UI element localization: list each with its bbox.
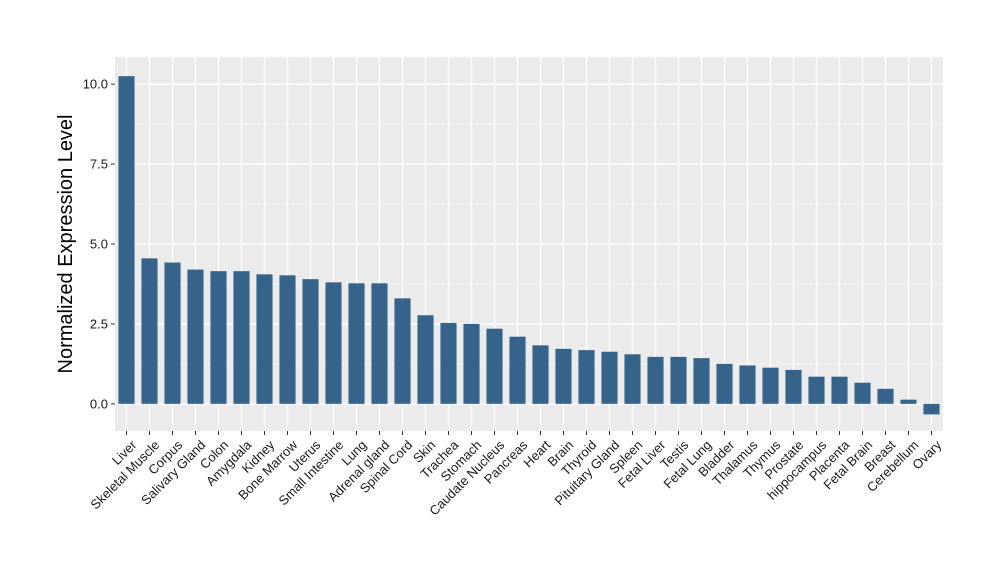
bar bbox=[785, 369, 802, 404]
bar bbox=[417, 315, 434, 404]
y-tick-label: 10.0 bbox=[83, 77, 108, 92]
bar bbox=[187, 269, 204, 404]
bar bbox=[808, 376, 825, 404]
y-tick-label: 2.5 bbox=[90, 316, 108, 331]
bar bbox=[325, 282, 342, 404]
bar bbox=[877, 388, 894, 404]
bars bbox=[118, 76, 940, 415]
bar bbox=[716, 363, 733, 404]
bar bbox=[578, 350, 595, 404]
bar bbox=[164, 262, 181, 404]
bar bbox=[486, 328, 503, 404]
bar bbox=[532, 345, 549, 404]
bar bbox=[302, 279, 319, 404]
bar bbox=[509, 336, 526, 404]
y-tick-label: 0.0 bbox=[90, 396, 108, 411]
bar bbox=[348, 283, 365, 404]
bar bbox=[118, 76, 135, 404]
bar bbox=[854, 382, 871, 404]
bar bbox=[900, 399, 917, 404]
y-axis-title: Normalized Expression Level bbox=[55, 114, 77, 373]
bar bbox=[831, 376, 848, 404]
bar bbox=[394, 298, 411, 404]
y-tick-label: 5.0 bbox=[90, 237, 108, 252]
bar bbox=[923, 403, 940, 415]
bar bbox=[233, 271, 250, 404]
bar bbox=[463, 323, 480, 404]
bar bbox=[624, 354, 641, 404]
bar bbox=[210, 271, 227, 404]
bar bbox=[141, 258, 158, 404]
bar bbox=[647, 356, 664, 404]
bar bbox=[371, 283, 388, 404]
y-axis: 0.0 2.5 5.0 7.5 10.0 bbox=[83, 77, 115, 411]
y-tick-label: 7.5 bbox=[90, 157, 108, 172]
bar bbox=[279, 275, 296, 404]
bar bbox=[440, 322, 457, 404]
bar bbox=[739, 365, 756, 404]
bar bbox=[762, 367, 779, 404]
bar bbox=[601, 351, 618, 404]
bar bbox=[670, 356, 687, 404]
bar bbox=[693, 358, 710, 404]
bar bbox=[555, 348, 572, 404]
bar bbox=[256, 274, 273, 404]
